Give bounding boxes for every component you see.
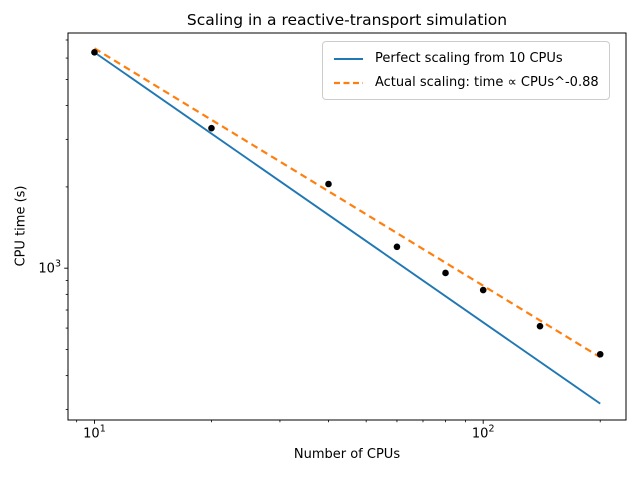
legend-item: Actual scaling: time ∝ CPUs^-0.88 xyxy=(333,75,599,90)
dashed-line-swatch xyxy=(334,81,363,84)
data-point xyxy=(479,286,487,294)
data-point xyxy=(536,322,544,330)
x-axis-label: Number of CPUs xyxy=(293,447,401,462)
data-point xyxy=(596,350,604,358)
data-point xyxy=(91,49,98,56)
data-point xyxy=(442,269,449,277)
data-point xyxy=(393,243,401,251)
legend: Perfect scaling from 10 CPUs Actual scali… xyxy=(322,41,610,100)
solid-line-swatch xyxy=(334,57,363,60)
data-point xyxy=(208,124,215,132)
legend-label: Actual scaling: time ∝ CPUs^-0.88 xyxy=(375,75,599,90)
actual-scaling-fit-line xyxy=(93,47,601,359)
y-tick-label: 103 xyxy=(38,259,61,277)
data-point xyxy=(325,180,332,188)
legend-item: Perfect scaling from 10 CPUs xyxy=(333,51,599,66)
legend-label: Perfect scaling from 10 CPUs xyxy=(375,51,563,66)
axes-frame xyxy=(67,32,627,421)
y-axis-label: CPU time (s) xyxy=(13,185,29,267)
x-tick-label: 102 xyxy=(472,424,495,442)
perfect-scaling-line xyxy=(93,51,601,405)
chart-title: Scaling in a reactive-transport simulati… xyxy=(186,11,508,29)
x-tick-label: 101 xyxy=(83,424,106,442)
